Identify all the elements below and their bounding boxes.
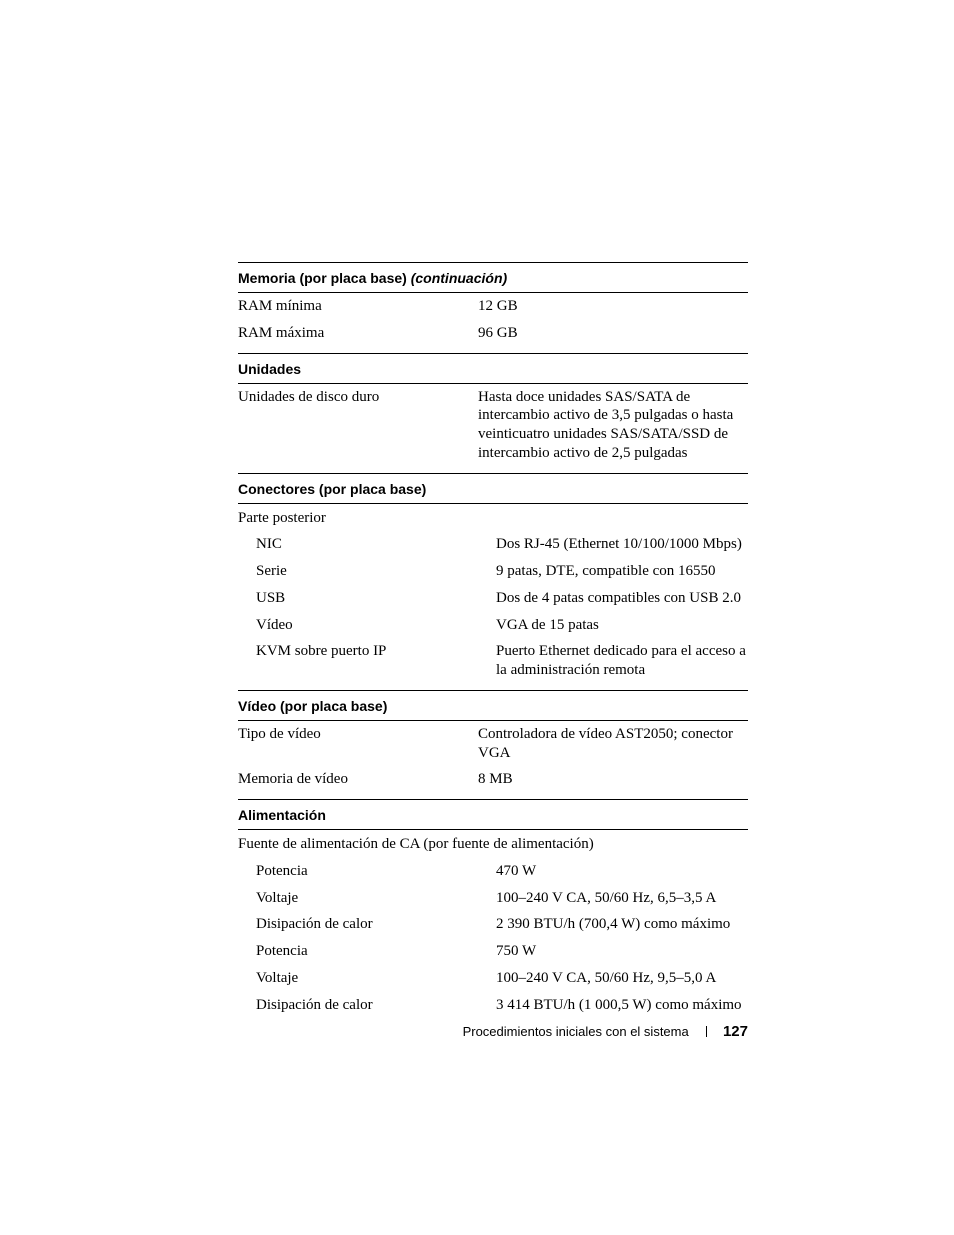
table-row: KVM sobre puerto IP Puerto Ethernet dedi…: [238, 638, 748, 684]
section-title-text: Memoria (por placa base): [238, 270, 407, 286]
spec-table: Memoria (por placa base) (continuación) …: [238, 262, 748, 1018]
spec-label: Potencia: [238, 862, 496, 881]
spec-value: Hasta doce unidades SAS/SATA de intercam…: [478, 388, 748, 463]
page-footer: Procedimientos iniciales con el sistema …: [0, 1023, 748, 1040]
spec-value: 12 GB: [478, 297, 748, 316]
table-subheading-row: Fuente de alimentación de CA (por fuente…: [238, 830, 748, 858]
spec-value: 9 patas, DTE, compatible con 16550: [496, 562, 748, 581]
table-row: RAM máxima 96 GB: [238, 320, 748, 347]
page-number: 127: [723, 1023, 748, 1040]
spec-label: Voltaje: [238, 889, 496, 908]
spec-value: 100–240 V CA, 50/60 Hz, 6,5–3,5 A: [496, 889, 748, 908]
section-header-conectores: Conectores (por placa base): [238, 474, 748, 503]
spec-label: Memoria de vídeo: [238, 770, 478, 789]
spec-label: KVM sobre puerto IP: [238, 642, 496, 680]
table-row: RAM mínima 12 GB: [238, 293, 748, 320]
spec-value: 2 390 BTU/h (700,4 W) como máximo: [496, 915, 748, 934]
spec-label: RAM mínima: [238, 297, 478, 316]
spec-value: Controladora de vídeo AST2050; conector …: [478, 725, 748, 763]
spec-value: 100–240 V CA, 50/60 Hz, 9,5–5,0 A: [496, 969, 748, 988]
section-header-unidades: Unidades: [238, 354, 748, 383]
spec-label: NIC: [238, 535, 496, 554]
spec-label: Voltaje: [238, 969, 496, 988]
spec-value: 8 MB: [478, 770, 748, 789]
section-header-video: Vídeo (por placa base): [238, 691, 748, 720]
section-title-text: Vídeo (por placa base): [238, 698, 387, 714]
spec-value: VGA de 15 patas: [496, 616, 748, 635]
table-row: Potencia 750 W: [238, 938, 748, 965]
section-title-text: Unidades: [238, 361, 301, 377]
table-row: NIC Dos RJ-45 (Ethernet 10/100/1000 Mbps…: [238, 531, 748, 558]
footer-separator: [706, 1026, 707, 1037]
table-row: Vídeo VGA de 15 patas: [238, 612, 748, 639]
spec-value: Puerto Ethernet dedicado para el acceso …: [496, 642, 748, 680]
spec-value: 3 414 BTU/h (1 000,5 W) como máximo: [496, 996, 748, 1015]
footer-text: Procedimientos iniciales con el sistema: [463, 1024, 689, 1039]
spec-label: RAM máxima: [238, 324, 478, 343]
section-title-text: Alimentación: [238, 807, 326, 823]
table-row: Serie 9 patas, DTE, compatible con 16550: [238, 558, 748, 585]
section-header-alimentacion: Alimentación: [238, 800, 748, 829]
spec-label: Disipación de calor: [238, 915, 496, 934]
section-header-memoria: Memoria (por placa base) (continuación): [238, 263, 748, 292]
spec-label: Unidades de disco duro: [238, 388, 478, 463]
page: Memoria (por placa base) (continuación) …: [0, 0, 954, 1235]
spec-value: 750 W: [496, 942, 748, 961]
table-row: Disipación de calor 3 414 BTU/h (1 000,5…: [238, 992, 748, 1019]
table-row: Memoria de vídeo 8 MB: [238, 766, 748, 793]
spec-label: USB: [238, 589, 496, 608]
spec-label: Serie: [238, 562, 496, 581]
table-row: Potencia 470 W: [238, 858, 748, 885]
spec-label: Disipación de calor: [238, 996, 496, 1015]
spec-label: Potencia: [238, 942, 496, 961]
table-row: Voltaje 100–240 V CA, 50/60 Hz, 9,5–5,0 …: [238, 965, 748, 992]
spec-value: Dos RJ-45 (Ethernet 10/100/1000 Mbps): [496, 535, 748, 554]
spec-label: Vídeo: [238, 616, 496, 635]
table-row: Unidades de disco duro Hasta doce unidad…: [238, 384, 748, 467]
spec-label: Tipo de vídeo: [238, 725, 478, 763]
spec-value: Dos de 4 patas compatibles con USB 2.0: [496, 589, 748, 608]
spec-subheading: Parte posterior: [238, 509, 748, 528]
table-subheading-row: Parte posterior: [238, 504, 748, 532]
section-title-text: Conectores (por placa base): [238, 481, 426, 497]
table-row: USB Dos de 4 patas compatibles con USB 2…: [238, 585, 748, 612]
table-row: Voltaje 100–240 V CA, 50/60 Hz, 6,5–3,5 …: [238, 885, 748, 912]
section-title-continuation: (continuación): [407, 270, 507, 286]
spec-value: 96 GB: [478, 324, 748, 343]
table-row: Tipo de vídeo Controladora de vídeo AST2…: [238, 721, 748, 767]
spec-value: 470 W: [496, 862, 748, 881]
spec-subheading: Fuente de alimentación de CA (por fuente…: [238, 835, 748, 854]
table-row: Disipación de calor 2 390 BTU/h (700,4 W…: [238, 911, 748, 938]
